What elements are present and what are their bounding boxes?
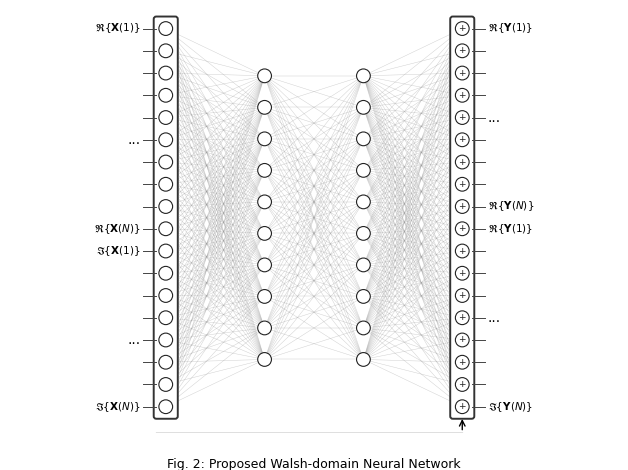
Circle shape bbox=[357, 321, 371, 335]
Circle shape bbox=[455, 266, 469, 280]
Circle shape bbox=[455, 289, 469, 302]
Text: +: + bbox=[458, 91, 466, 100]
Text: +: + bbox=[458, 336, 466, 345]
Circle shape bbox=[455, 44, 469, 58]
Text: +: + bbox=[458, 47, 466, 55]
Circle shape bbox=[357, 290, 371, 303]
Text: +: + bbox=[458, 380, 466, 389]
Circle shape bbox=[257, 227, 271, 240]
Circle shape bbox=[357, 101, 371, 114]
Circle shape bbox=[257, 132, 271, 146]
Text: +: + bbox=[458, 269, 466, 278]
Text: +: + bbox=[458, 402, 466, 411]
Text: ...: ... bbox=[127, 333, 141, 347]
Circle shape bbox=[159, 222, 173, 235]
Circle shape bbox=[455, 66, 469, 80]
Circle shape bbox=[159, 22, 173, 35]
Circle shape bbox=[159, 177, 173, 191]
Text: ...: ... bbox=[487, 110, 501, 125]
Text: $\mathfrak{I}\{\mathbf{X}(N)\}$: $\mathfrak{I}\{\mathbf{X}(N)\}$ bbox=[95, 400, 141, 414]
Circle shape bbox=[159, 400, 173, 414]
Text: +: + bbox=[458, 113, 466, 122]
Circle shape bbox=[159, 333, 173, 347]
Circle shape bbox=[455, 333, 469, 347]
Text: +: + bbox=[458, 180, 466, 189]
Text: $\mathfrak{R}\{\mathbf{Y}(1)\}$: $\mathfrak{R}\{\mathbf{Y}(1)\}$ bbox=[487, 222, 533, 235]
Circle shape bbox=[159, 133, 173, 147]
FancyBboxPatch shape bbox=[450, 16, 474, 419]
Text: $\mathfrak{R}\{\mathbf{Y}(1)\}$: $\mathfrak{R}\{\mathbf{Y}(1)\}$ bbox=[487, 22, 533, 35]
Circle shape bbox=[357, 352, 371, 366]
Circle shape bbox=[257, 195, 271, 209]
Circle shape bbox=[455, 400, 469, 414]
Circle shape bbox=[257, 290, 271, 303]
Circle shape bbox=[159, 200, 173, 213]
Circle shape bbox=[455, 88, 469, 102]
Text: $\mathfrak{I}\{\mathbf{X}(1)\}$: $\mathfrak{I}\{\mathbf{X}(1)\}$ bbox=[96, 244, 141, 258]
Circle shape bbox=[257, 69, 271, 83]
Circle shape bbox=[455, 155, 469, 169]
Circle shape bbox=[159, 244, 173, 258]
Text: ...: ... bbox=[127, 133, 141, 147]
Text: $\mathfrak{R}\{\mathbf{X}(N)\}$: $\mathfrak{R}\{\mathbf{X}(N)\}$ bbox=[94, 222, 141, 235]
Text: +: + bbox=[458, 69, 466, 78]
Circle shape bbox=[257, 352, 271, 366]
Circle shape bbox=[455, 200, 469, 213]
Circle shape bbox=[159, 66, 173, 80]
Circle shape bbox=[357, 258, 371, 272]
Text: $\mathfrak{I}\{\mathbf{Y}(N)\}$: $\mathfrak{I}\{\mathbf{Y}(N)\}$ bbox=[487, 400, 533, 414]
Circle shape bbox=[455, 110, 469, 125]
Circle shape bbox=[159, 155, 173, 169]
Text: +: + bbox=[458, 157, 466, 166]
Circle shape bbox=[159, 355, 173, 369]
Circle shape bbox=[159, 266, 173, 280]
Text: +: + bbox=[458, 291, 466, 300]
FancyBboxPatch shape bbox=[154, 16, 178, 419]
Circle shape bbox=[455, 377, 469, 392]
Circle shape bbox=[455, 177, 469, 191]
Text: $\mathfrak{R}\{\mathbf{X}(1)\}$: $\mathfrak{R}\{\mathbf{X}(1)\}$ bbox=[95, 22, 141, 35]
Text: $\mathfrak{R}\{\mathbf{Y}(N)\}$: $\mathfrak{R}\{\mathbf{Y}(N)\}$ bbox=[487, 200, 534, 213]
Text: ...: ... bbox=[487, 311, 501, 325]
Circle shape bbox=[357, 164, 371, 177]
Circle shape bbox=[159, 311, 173, 325]
Circle shape bbox=[159, 289, 173, 302]
Circle shape bbox=[357, 69, 371, 83]
Circle shape bbox=[159, 377, 173, 392]
Text: +: + bbox=[458, 246, 466, 256]
Text: Fig. 2: Proposed Walsh-domain Neural Network: Fig. 2: Proposed Walsh-domain Neural Net… bbox=[167, 458, 461, 470]
Circle shape bbox=[257, 164, 271, 177]
Circle shape bbox=[357, 227, 371, 240]
Circle shape bbox=[159, 88, 173, 102]
Text: +: + bbox=[458, 24, 466, 33]
Text: +: + bbox=[458, 135, 466, 144]
Circle shape bbox=[455, 222, 469, 235]
Text: +: + bbox=[458, 313, 466, 322]
Circle shape bbox=[357, 195, 371, 209]
Circle shape bbox=[159, 110, 173, 125]
Circle shape bbox=[455, 355, 469, 369]
Circle shape bbox=[257, 321, 271, 335]
Circle shape bbox=[257, 258, 271, 272]
Circle shape bbox=[257, 101, 271, 114]
Text: +: + bbox=[458, 202, 466, 211]
Text: +: + bbox=[458, 358, 466, 367]
Circle shape bbox=[159, 44, 173, 58]
Text: +: + bbox=[458, 224, 466, 233]
Circle shape bbox=[455, 244, 469, 258]
Circle shape bbox=[357, 132, 371, 146]
Circle shape bbox=[455, 311, 469, 325]
Circle shape bbox=[455, 133, 469, 147]
Circle shape bbox=[455, 22, 469, 35]
